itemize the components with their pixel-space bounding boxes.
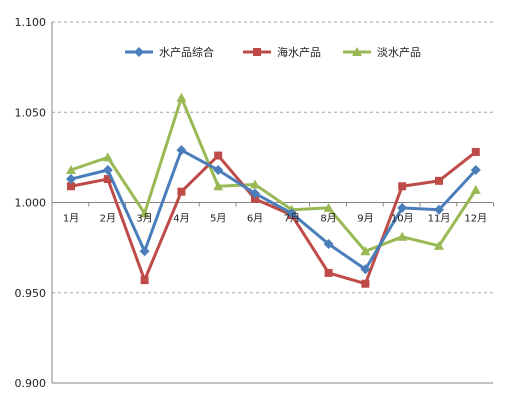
data-point-square: [251, 194, 259, 203]
x-category-labels: 1月 2月 3月 4月 5月 6月 7月 8月 9月 10月 11月 12月: [63, 213, 487, 225]
x-category-label: 12月: [464, 213, 487, 225]
series-line: [70, 96, 478, 253]
data-point-square: [435, 176, 443, 185]
data-point-triangle: [352, 47, 362, 56]
x-category-label: 10月: [391, 213, 414, 225]
series-line: [70, 150, 477, 286]
data-point-square: [361, 279, 370, 288]
data-point-diamond: [66, 174, 76, 185]
data-point-square: [471, 147, 480, 156]
legend-item-3: 淡水产品: [343, 45, 421, 59]
data-point-triangle: [397, 231, 408, 241]
data-point-triangle: [470, 184, 481, 194]
x-category-label: 11月: [428, 213, 451, 225]
data-point-triangle: [360, 246, 371, 256]
x-category-label: 7月: [284, 213, 300, 225]
data-point-diamond: [360, 264, 371, 275]
data-point-triangle: [139, 208, 150, 218]
data-point-square: [67, 182, 75, 191]
data-point-triangle: [66, 165, 76, 175]
x-category-label: 8月: [320, 213, 336, 225]
data-point-square: [253, 48, 261, 56]
data-point-triangle: [434, 240, 444, 250]
y-tick-label: 0.950: [15, 287, 47, 300]
data-point-diamond: [323, 239, 334, 250]
data-point-diamond: [134, 47, 144, 57]
x-category-label: 2月: [100, 213, 116, 225]
x-category-label: 9月: [357, 213, 373, 225]
data-point-diamond: [139, 246, 150, 257]
data-point-square: [214, 151, 223, 160]
y-tick-label: 0.900: [15, 377, 47, 390]
series-3: [66, 92, 481, 256]
x-category-label: 1月: [63, 213, 79, 225]
series-2: [67, 147, 480, 288]
data-point-square: [103, 175, 112, 184]
data-point-diamond: [250, 188, 260, 199]
y-tick-label: 1.000: [15, 197, 47, 210]
series-line: [70, 148, 477, 271]
series-1: [66, 145, 481, 275]
data-point-square: [324, 268, 333, 277]
data-point-diamond: [434, 204, 444, 215]
data-point-triangle: [102, 152, 113, 162]
data-point-diamond: [286, 208, 297, 219]
data-point-square: [140, 276, 149, 285]
data-point-triangle: [250, 179, 260, 189]
gridlines: [52, 21, 493, 294]
legend-label: 水产品综合: [159, 45, 214, 59]
data-point-diamond: [213, 165, 224, 176]
legend: 水产品综合 海水产品 淡水产品: [125, 45, 421, 59]
legend-label: 海水产品: [277, 45, 321, 59]
legend-item-2: 海水产品: [243, 45, 321, 59]
x-category-label: 3月: [136, 213, 152, 225]
data-point-square: [177, 187, 186, 196]
data-point-triangle: [323, 202, 334, 212]
y-tick-label: 1.050: [15, 106, 47, 119]
x-category-label: 5月: [210, 213, 226, 225]
data-point-diamond: [470, 165, 481, 176]
legend-item-1: 水产品综合: [125, 45, 214, 59]
y-tick-label: 1.100: [15, 16, 47, 29]
data-point-triangle: [176, 92, 187, 102]
data-point-diamond: [397, 202, 408, 213]
x-category-label: 4月: [173, 213, 189, 225]
data-point-diamond: [176, 145, 187, 156]
x-category-label: 6月: [247, 213, 263, 225]
y-tick-labels: 0.900 0.950 1.000 1.050 1.100: [15, 16, 47, 390]
series-lines: [66, 92, 481, 288]
data-point-diamond: [102, 165, 113, 176]
data-point-square: [398, 182, 407, 191]
data-point-triangle: [213, 181, 224, 191]
legend-label: 淡水产品: [377, 45, 421, 59]
